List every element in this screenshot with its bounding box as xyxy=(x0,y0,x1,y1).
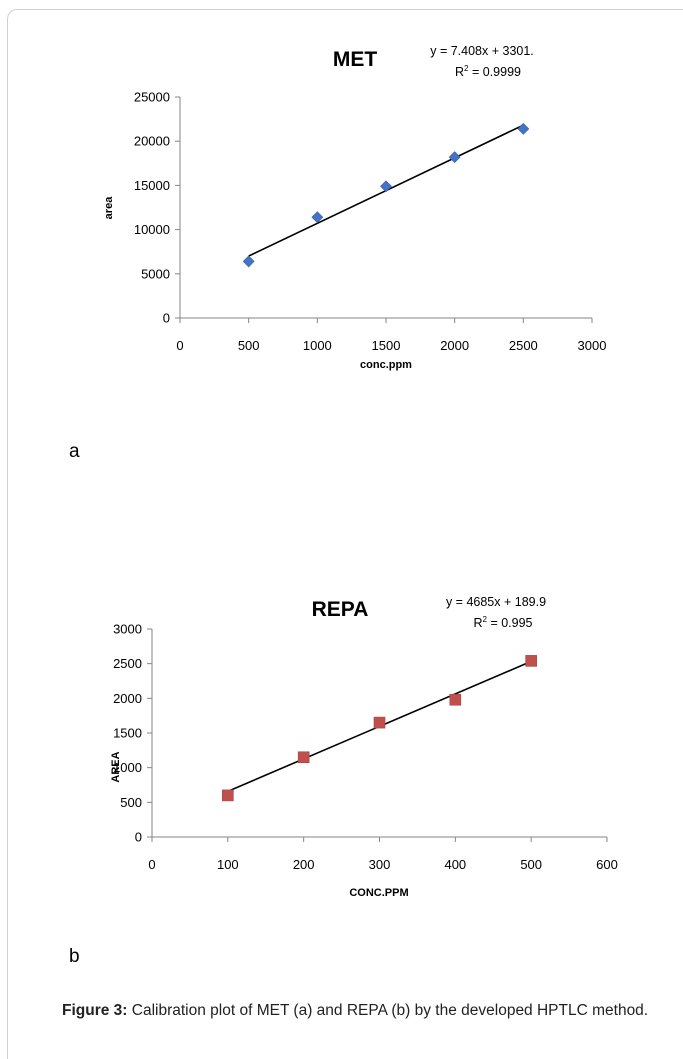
y-tick-label: 2500 xyxy=(113,656,142,671)
x-tick-label: 0 xyxy=(148,857,155,872)
panel-label-a: a xyxy=(69,441,80,462)
y-tick-label: 2000 xyxy=(113,691,142,706)
data-point xyxy=(297,751,310,764)
x-tick-label: 500 xyxy=(520,857,542,872)
x-tick-label: 2000 xyxy=(440,338,469,353)
r-squared-label: R2 = 0.995 xyxy=(473,615,532,630)
y-tick-label: 0 xyxy=(163,311,170,326)
y-tick-label: 3000 xyxy=(113,622,142,637)
y-axis-title: area xyxy=(103,196,115,220)
figure-caption: Figure 3: Calibration plot of MET (a) an… xyxy=(62,1001,652,1021)
panel-label-b: b xyxy=(69,946,80,967)
y-tick-label: 20000 xyxy=(134,134,170,149)
y-tick-label: 15000 xyxy=(134,178,170,193)
trendline-equation: y = 7.408x + 3301. xyxy=(430,44,534,58)
data-point xyxy=(448,151,461,164)
y-tick-label: 500 xyxy=(120,795,142,810)
y-tick-label: 0 xyxy=(135,830,142,845)
chart-title: MET xyxy=(333,48,378,71)
y-tick-label: 5000 xyxy=(141,266,170,281)
r-squared-value: = 0.995 xyxy=(487,616,533,630)
y-tick-label: 1500 xyxy=(113,726,142,741)
chart-met: 0 5000 10000 15000 20000 25000 0 500 1000 1500 200… xyxy=(103,44,607,371)
figure-frame xyxy=(7,9,683,1059)
x-axis-title: CONC.PPM xyxy=(349,887,408,899)
r-squared-symbol: R xyxy=(473,616,482,630)
data-point xyxy=(373,716,386,729)
x-tick-label: 200 xyxy=(293,857,315,872)
r-squared-value: = 0.9999 xyxy=(469,65,522,79)
x-axis-title: conc.ppm xyxy=(360,359,412,371)
r-squared-symbol: R xyxy=(455,65,464,79)
y-axis-title: AREA xyxy=(110,751,122,782)
chart-repa: 0 500 1000 1500 2000 2500 3000 0 100 200 300 400 500… xyxy=(110,595,618,899)
x-tick-label: 0 xyxy=(176,338,183,353)
data-point xyxy=(222,789,234,802)
data-point xyxy=(517,122,530,135)
x-tick-label: 400 xyxy=(444,857,466,872)
r-squared-label: R2 = 0.9999 xyxy=(455,64,521,79)
y-tick-label: 1000 xyxy=(113,760,142,775)
y-tick-label: 25000 xyxy=(134,90,170,105)
chart-title: REPA xyxy=(312,598,369,621)
x-tick-label: 1000 xyxy=(303,338,332,353)
x-tick-label: 100 xyxy=(217,857,239,872)
data-point xyxy=(311,211,324,224)
caption-label: Figure 3: xyxy=(62,1002,128,1019)
caption-text: Calibration plot of MET (a) and REPA (b)… xyxy=(127,1002,649,1019)
x-tick-label: 300 xyxy=(369,857,391,872)
data-point xyxy=(525,655,537,667)
x-tick-label: 2500 xyxy=(509,338,538,353)
x-tick-label: 3000 xyxy=(578,338,607,353)
trendline-equation: y = 4685x + 189.9 xyxy=(446,595,546,609)
data-point xyxy=(380,180,392,193)
y-tick-label: 10000 xyxy=(134,222,170,237)
r-squared-exponent: 2 xyxy=(464,64,469,73)
x-tick-label: 600 xyxy=(596,857,618,872)
r-squared-exponent: 2 xyxy=(483,615,488,624)
x-tick-label: 500 xyxy=(238,338,260,353)
x-tick-label: 1500 xyxy=(372,338,401,353)
data-point xyxy=(242,255,255,268)
data-point xyxy=(449,693,462,706)
